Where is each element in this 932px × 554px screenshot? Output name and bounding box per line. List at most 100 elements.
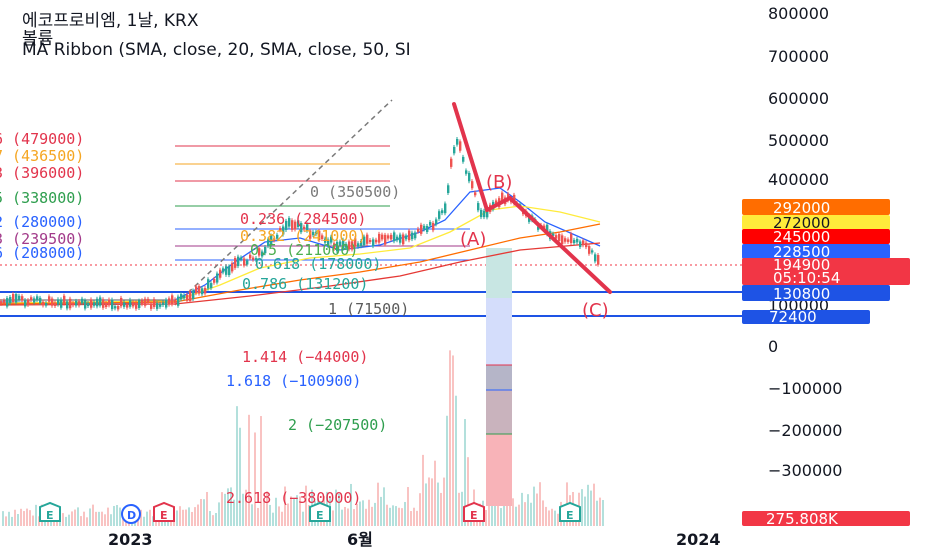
volume-bar [428, 477, 430, 526]
volume-bar [551, 508, 553, 526]
volume-bar [104, 514, 106, 526]
pill-272000[interactable]: 272000 [742, 214, 890, 232]
fib-label-71500: 1 (71500) [328, 300, 409, 318]
event-marker-earnings-2[interactable]: E [153, 501, 175, 522]
candle-body [483, 210, 486, 218]
volume-bar [305, 485, 307, 526]
volume-bar [446, 415, 448, 526]
candle-body [147, 298, 150, 303]
fib-label-minus-100900: 1.618 (−100900) [226, 372, 361, 390]
candle-body [309, 230, 312, 239]
candle-body [27, 300, 30, 305]
price-tick-minus-300000: −300000 [768, 461, 842, 480]
countdown-timer: 05:10:54 [773, 269, 840, 287]
candle-body [546, 224, 549, 235]
volume-bar [359, 501, 361, 526]
ma-100-line [0, 223, 601, 305]
time-tick-2023: 2023 [108, 530, 153, 549]
projection-box[interactable] [486, 248, 512, 506]
price-pills[interactable]: 292000 272000 245000 228500 194900 05:10… [742, 199, 910, 528]
pill-245000[interactable]: 245000 [742, 228, 890, 246]
candle-body [417, 228, 420, 232]
trend-dashed-line[interactable] [174, 99, 393, 306]
candle-body [450, 158, 453, 167]
candle-body [408, 230, 411, 241]
volume-bar [149, 509, 151, 526]
candle-body [219, 269, 222, 278]
event-marker-earnings-3[interactable]: E [309, 501, 331, 522]
volume-bar [80, 516, 82, 526]
candle-body [12, 294, 15, 302]
pill-130800[interactable]: 130800 [742, 285, 890, 303]
candle-body [57, 299, 60, 305]
candle-body [234, 257, 237, 268]
volume-bar [137, 517, 139, 526]
wave-labels: (B) (A) (C) [460, 172, 609, 321]
candle-body [327, 239, 330, 246]
volume-bar [14, 509, 16, 526]
wave-label-a: (A) [460, 229, 486, 250]
chart-title[interactable]: 에코프로비엠, 1날, KRX [22, 11, 199, 31]
candle-body [60, 299, 63, 308]
price-tick-minus-100000: −100000 [768, 379, 842, 398]
pill-volume[interactable]: 275.808K [742, 510, 910, 528]
candle-body [579, 241, 582, 248]
volume-bar [98, 511, 100, 526]
fib-label-131200: 0.786 (131200) [242, 275, 368, 293]
candle-body [0, 301, 3, 304]
pill-228500[interactable]: 228500 [742, 243, 890, 261]
volume-bar [233, 499, 235, 526]
svg-text:228500: 228500 [773, 243, 830, 261]
candle-body [174, 299, 177, 303]
candle-body [555, 235, 558, 239]
volume-bar [389, 507, 391, 526]
event-marker-earnings-1[interactable]: E [39, 501, 61, 522]
fib-label-284500: 0.236 (284500) [240, 210, 366, 228]
volume-bar [203, 499, 205, 526]
volume-bar [341, 509, 343, 526]
candle-body [369, 239, 372, 243]
volume-bar [503, 492, 505, 526]
candle-body [285, 220, 288, 230]
candle-body [153, 299, 156, 307]
candle-body [36, 296, 39, 301]
volume-bar [107, 507, 109, 526]
svg-text:E: E [160, 509, 168, 522]
candle-body [576, 238, 579, 243]
time-axis[interactable]: 2023 6월 2024 [108, 530, 721, 549]
price-tick-0: 0 [768, 337, 778, 356]
candle-body [111, 299, 114, 310]
volume-bar [230, 487, 232, 526]
svg-text:292000: 292000 [773, 199, 830, 217]
candle-body [21, 296, 24, 301]
candle-body [240, 257, 243, 260]
candle-body [405, 235, 408, 240]
event-marker-earnings-5[interactable]: E [559, 501, 581, 522]
svg-text:E: E [46, 509, 54, 522]
svg-text:E: E [566, 509, 574, 522]
ma-ribbon-legend[interactable]: MA Ribbon (SMA, close, 20, SMA, close, 5… [22, 40, 411, 60]
candle-body [471, 181, 474, 189]
volume-bar [491, 492, 493, 526]
volume-bar [239, 427, 241, 526]
pill-current-price[interactable]: 194900 05:10:54 [742, 256, 910, 287]
event-marker-dividend[interactable]: D [121, 504, 141, 524]
candle-body [78, 301, 81, 306]
volume-bar [410, 511, 412, 526]
abc-wave[interactable] [452, 102, 612, 294]
candle-body [414, 232, 417, 239]
candle-body [246, 260, 249, 265]
event-marker-earnings-4[interactable]: E [463, 501, 485, 522]
pill-72400[interactable]: 72400 [742, 308, 870, 326]
volume-bar [215, 513, 217, 526]
pill-292000[interactable]: 292000 [742, 199, 890, 217]
candle-body [168, 298, 171, 305]
volume-legend[interactable]: 볼륨 [22, 29, 54, 49]
volume-bar [143, 516, 145, 526]
candle-body [597, 255, 600, 265]
event-markers[interactable]: E D E E E E [39, 501, 581, 524]
candle-body [99, 297, 102, 306]
fib-label-241000: 0.382 (241000) [240, 227, 366, 245]
